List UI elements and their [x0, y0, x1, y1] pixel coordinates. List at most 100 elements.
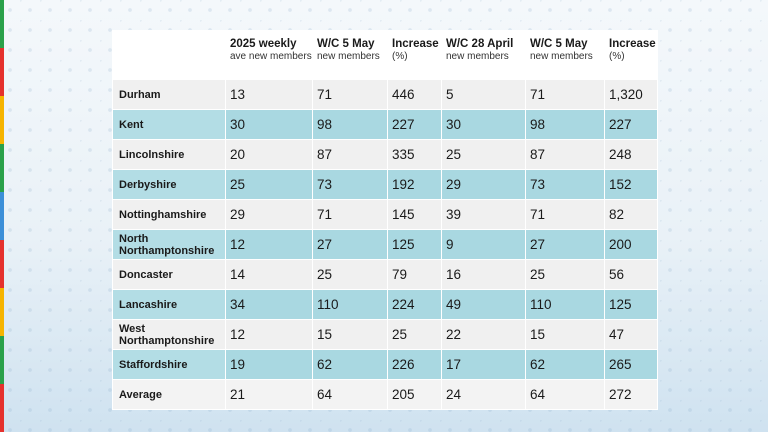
table-row: Average 21 64 205 24 64 272 [112, 379, 658, 410]
row-area-name: Doncaster [112, 259, 226, 290]
stripe-segment [0, 48, 4, 96]
table-body: Durham 13 71 446 5 71 1,320 Kent 30 98 227 30 98 227 L… [112, 79, 658, 410]
column-header-subtitle: (%) [609, 51, 625, 62]
table-cell: 110 [525, 289, 605, 320]
table-cell: 30 [441, 109, 526, 140]
column-header-title: W/C 5 May [317, 38, 375, 50]
row-area-name: North Northamptonshire [112, 229, 226, 260]
table-cell: 110 [312, 289, 388, 320]
table-cell: 25 [312, 259, 388, 290]
table-cell: 9 [441, 229, 526, 260]
table-cell: 227 [387, 109, 442, 140]
row-area-name: Derbyshire [112, 169, 226, 200]
row-area-name: West Northamptonshire [112, 319, 226, 350]
table-cell: 12 [225, 229, 313, 260]
table-cell: 1,320 [604, 79, 658, 110]
column-header: W/C 28 April new members [441, 30, 526, 80]
stripe-segment [0, 144, 4, 192]
table-cell: 14 [225, 259, 313, 290]
table-cell: 224 [387, 289, 442, 320]
table-row: West Northamptonshire 12 15 25 22 15 47 [112, 319, 658, 350]
table-cell: 27 [525, 229, 605, 260]
color-side-stripe [0, 0, 4, 432]
column-header-subtitle: (%) [392, 51, 408, 62]
row-area-name: Lancashire [112, 289, 226, 320]
table-cell: 19 [225, 349, 313, 380]
table-cell: 71 [312, 79, 388, 110]
column-header-title: W/C 5 May [530, 38, 588, 50]
table-cell: 47 [604, 319, 658, 350]
column-header: Increase (%) [387, 30, 442, 80]
table-header-row: 2025 weekly ave new members W/C 5 May new m… [112, 30, 658, 80]
table-cell: 79 [387, 259, 442, 290]
table-cell: 82 [604, 199, 658, 230]
table-cell: 64 [525, 379, 605, 410]
table-cell: 39 [441, 199, 526, 230]
table-cell: 25 [441, 139, 526, 170]
membership-table: 2025 weekly ave new members W/C 5 May new m… [112, 30, 658, 410]
table-row: Staffordshire 19 62 226 17 62 265 [112, 349, 658, 380]
table-cell: 73 [312, 169, 388, 200]
column-header: Increase (%) [604, 30, 658, 80]
table-cell: 49 [441, 289, 526, 320]
table-cell: 205 [387, 379, 442, 410]
table-cell: 25 [387, 319, 442, 350]
table-cell: 87 [525, 139, 605, 170]
column-header: 2025 weekly ave new members [225, 30, 313, 80]
column-header-title: W/C 28 April [446, 38, 514, 50]
row-area-name: Durham [112, 79, 226, 110]
table-row: Derbyshire 25 73 192 29 73 152 [112, 169, 658, 200]
row-area-name: Nottinghamshire [112, 199, 226, 230]
table-cell: 29 [441, 169, 526, 200]
stripe-segment [0, 240, 4, 288]
column-header: W/C 5 May new members [312, 30, 388, 80]
row-area-name: Lincolnshire [112, 139, 226, 170]
stripe-segment [0, 336, 4, 384]
table-cell: 200 [604, 229, 658, 260]
row-area-name: Kent [112, 109, 226, 140]
table-cell: 62 [312, 349, 388, 380]
table-cell: 29 [225, 199, 313, 230]
table-cell: 73 [525, 169, 605, 200]
table-row: Lincolnshire 20 87 335 25 87 248 [112, 139, 658, 170]
table-cell: 5 [441, 79, 526, 110]
table-row: Kent 30 98 227 30 98 227 [112, 109, 658, 140]
row-area-name: Average [112, 379, 226, 410]
column-header-subtitle: new members [530, 51, 593, 62]
table-cell: 62 [525, 349, 605, 380]
table-cell: 248 [604, 139, 658, 170]
table-cell: 21 [225, 379, 313, 410]
stripe-segment [0, 384, 4, 432]
table-cell: 226 [387, 349, 442, 380]
table-cell: 145 [387, 199, 442, 230]
column-header-title: Increase [392, 38, 439, 50]
table-cell: 125 [604, 289, 658, 320]
table-cell: 15 [312, 319, 388, 350]
column-header-title: 2025 weekly [230, 38, 297, 50]
table-cell: 335 [387, 139, 442, 170]
table-cell: 25 [225, 169, 313, 200]
table-cell: 64 [312, 379, 388, 410]
table-cell: 98 [312, 109, 388, 140]
table-cell: 56 [604, 259, 658, 290]
table-cell: 16 [441, 259, 526, 290]
table-row: Doncaster 14 25 79 16 25 56 [112, 259, 658, 290]
table-cell: 15 [525, 319, 605, 350]
column-header [112, 30, 226, 80]
table-row: North Northamptonshire 12 27 125 9 27 200 [112, 229, 658, 260]
membership-table-panel: 2025 weekly ave new members W/C 5 May new m… [112, 30, 658, 410]
table-cell: 34 [225, 289, 313, 320]
table-row: Durham 13 71 446 5 71 1,320 [112, 79, 658, 110]
column-header-title: Increase [609, 38, 656, 50]
table-cell: 22 [441, 319, 526, 350]
stripe-segment [0, 96, 4, 144]
column-header-subtitle: new members [446, 51, 509, 62]
table-cell: 227 [604, 109, 658, 140]
table-cell: 98 [525, 109, 605, 140]
table-cell: 24 [441, 379, 526, 410]
table-cell: 71 [312, 199, 388, 230]
table-cell: 30 [225, 109, 313, 140]
table-cell: 152 [604, 169, 658, 200]
table-cell: 272 [604, 379, 658, 410]
table-cell: 87 [312, 139, 388, 170]
